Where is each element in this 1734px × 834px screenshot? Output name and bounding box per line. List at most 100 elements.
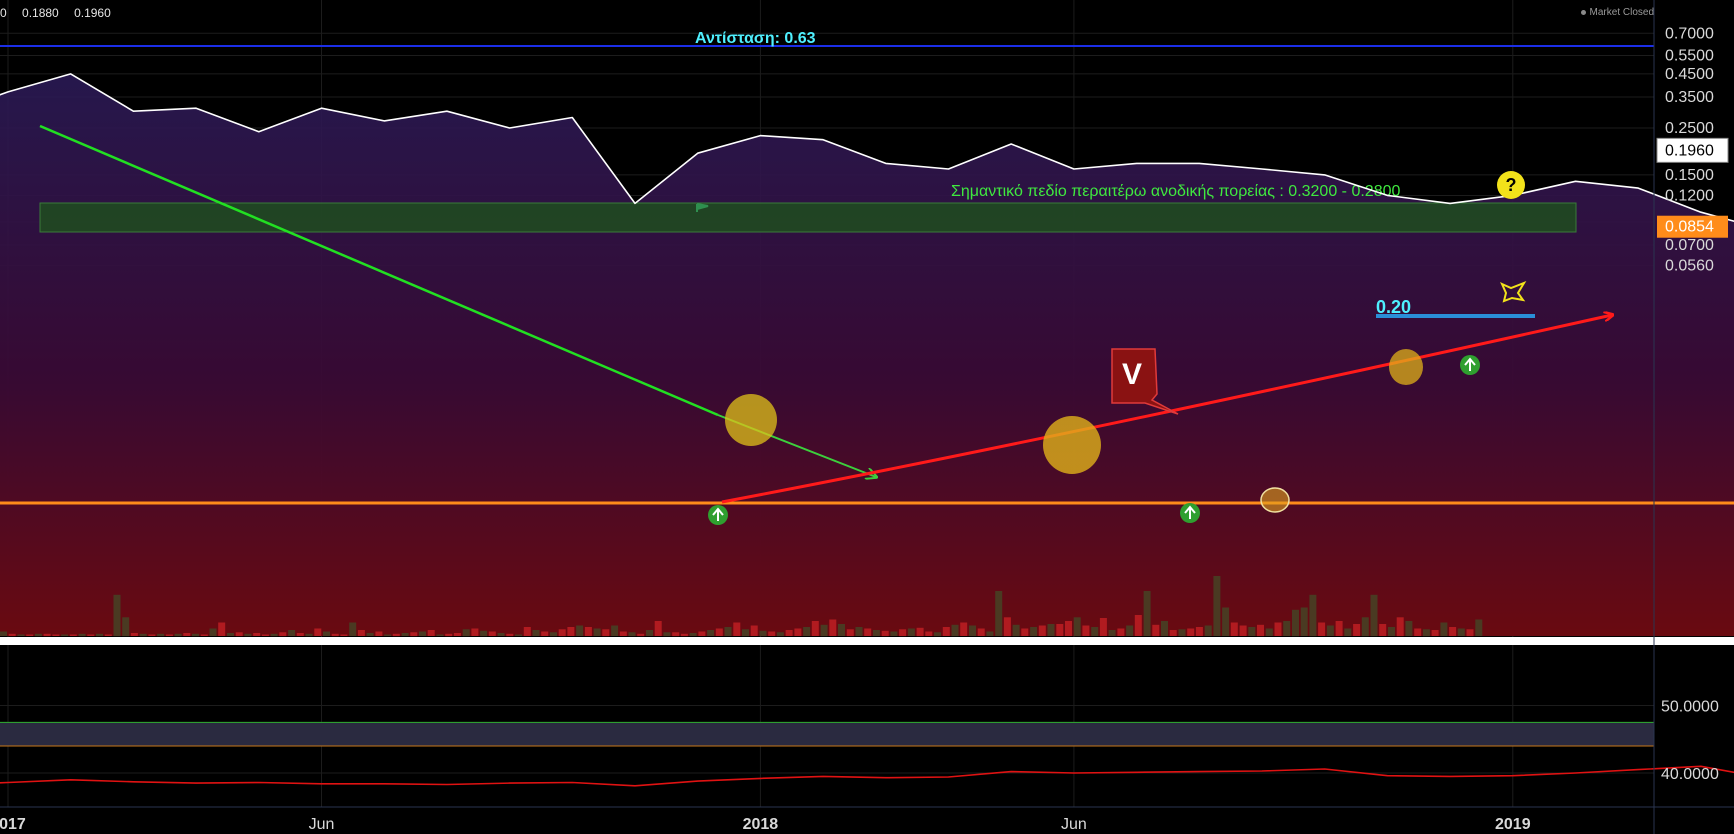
volume-bar (1196, 627, 1203, 636)
volume-bar (1449, 627, 1456, 636)
volume-bar (777, 632, 784, 636)
highlight-circle-2 (1043, 416, 1101, 474)
volume-bar (611, 626, 618, 637)
volume-bar (803, 627, 810, 636)
volume-bar (829, 620, 836, 637)
volume-bar (1161, 621, 1168, 636)
volume-bar (672, 632, 679, 636)
volume-bar (725, 627, 732, 636)
volume-bar (524, 627, 531, 636)
volume-bar (1013, 625, 1020, 636)
volume-bar (515, 635, 522, 637)
price-tick-label: 0.2500 (1665, 120, 1714, 137)
resistance-label: Αντίσταση: 0.63 (695, 30, 816, 47)
volume-bar (122, 617, 129, 636)
volume-bar (1266, 629, 1273, 637)
volume-bar (978, 629, 985, 637)
price-tick-label: 0.7000 (1665, 25, 1714, 42)
volume-bar (471, 629, 478, 637)
volume-bar (1388, 627, 1395, 636)
volume-bar (1048, 624, 1055, 636)
volume-bar (437, 635, 444, 637)
volume-bar (1179, 629, 1186, 636)
volume-bar (166, 635, 173, 637)
volume-bar (323, 632, 330, 637)
volume-bar (1336, 621, 1343, 636)
volume-bar (297, 633, 304, 636)
v-pattern-label: V (1122, 358, 1142, 391)
volume-bar (1423, 629, 1430, 636)
time-tick-label: Jun (1061, 816, 1087, 833)
volume-bar (1405, 621, 1412, 636)
volume-bar (1353, 624, 1360, 636)
volume-bar (1318, 623, 1325, 637)
volume-bar (210, 629, 217, 637)
volume-bar (262, 635, 269, 637)
volume-bar (1397, 617, 1404, 636)
volume-bar (1004, 617, 1011, 636)
volume-bar (1467, 629, 1474, 636)
up-arrow-icon (1460, 355, 1480, 375)
rsi-band (0, 722, 1654, 746)
volume-bar (96, 634, 103, 636)
volume-bar (786, 630, 793, 636)
volume-bar (349, 623, 356, 637)
up-arrow-icon (1180, 503, 1200, 523)
volume-bar (882, 631, 889, 636)
volume-bar (498, 633, 505, 636)
volume-bar (140, 634, 147, 636)
volume-bar (114, 595, 121, 636)
volume-bar (1362, 617, 1369, 636)
volume-bar (576, 626, 583, 637)
volume-bar (218, 623, 225, 637)
volume-bar (742, 629, 749, 636)
price-tick-label: 0.0854 (1665, 219, 1714, 236)
volume-bar (1205, 626, 1212, 637)
volume-bar (1135, 615, 1142, 636)
volume-bar (847, 629, 854, 636)
price-tick-label: 0.1200 (1665, 187, 1714, 204)
question-icon: ? (1497, 171, 1525, 199)
price-area-fill (0, 74, 1734, 636)
volume-bar (1082, 626, 1089, 637)
rsi-tick-label: 40.0000 (1661, 766, 1719, 783)
volume-bar (1440, 623, 1447, 637)
volume-bar (917, 628, 924, 636)
volume-bar (340, 635, 347, 637)
volume-bar (899, 629, 906, 636)
price-tick-label: 0.5500 (1665, 47, 1714, 64)
volume-bar (821, 625, 828, 636)
volume-bar (1344, 629, 1351, 637)
volume-bar (864, 629, 871, 637)
volume-bar (1432, 630, 1439, 636)
volume-bar (201, 635, 208, 637)
volume-bar (332, 634, 339, 636)
volume-bar (271, 634, 278, 636)
volume-bar (410, 632, 417, 636)
volume-bar (760, 631, 767, 636)
volume-bar (952, 625, 959, 636)
zone-label: Σημαντικό πεδίο περαιτέρω ανοδικής πορεί… (951, 183, 1400, 200)
volume-bar (393, 634, 400, 636)
volume-bar (1292, 610, 1299, 636)
time-tick-label: 2019 (1495, 816, 1531, 833)
volume-bar (838, 624, 845, 636)
volume-bar (663, 632, 670, 636)
volume-bar (306, 634, 313, 636)
price-axis-labels: 0.70000.55000.45000.35000.25000.19600.15… (1657, 25, 1728, 274)
price-tick-label: 0.0700 (1665, 237, 1714, 254)
highlight-circle-4 (1389, 349, 1423, 385)
volume-bar (1021, 629, 1028, 637)
volume-bar (52, 635, 59, 637)
volume-bar (1091, 627, 1098, 636)
volume-bar (629, 632, 636, 636)
volume-bar (559, 629, 566, 636)
volume-bar (995, 591, 1002, 636)
volume-bar (253, 633, 260, 636)
price-tick-label: 0.0560 (1665, 258, 1714, 275)
volume-bar (454, 633, 461, 636)
volume-bar (550, 632, 557, 636)
target-zone-box (40, 203, 1576, 232)
volume-bar (960, 623, 967, 637)
